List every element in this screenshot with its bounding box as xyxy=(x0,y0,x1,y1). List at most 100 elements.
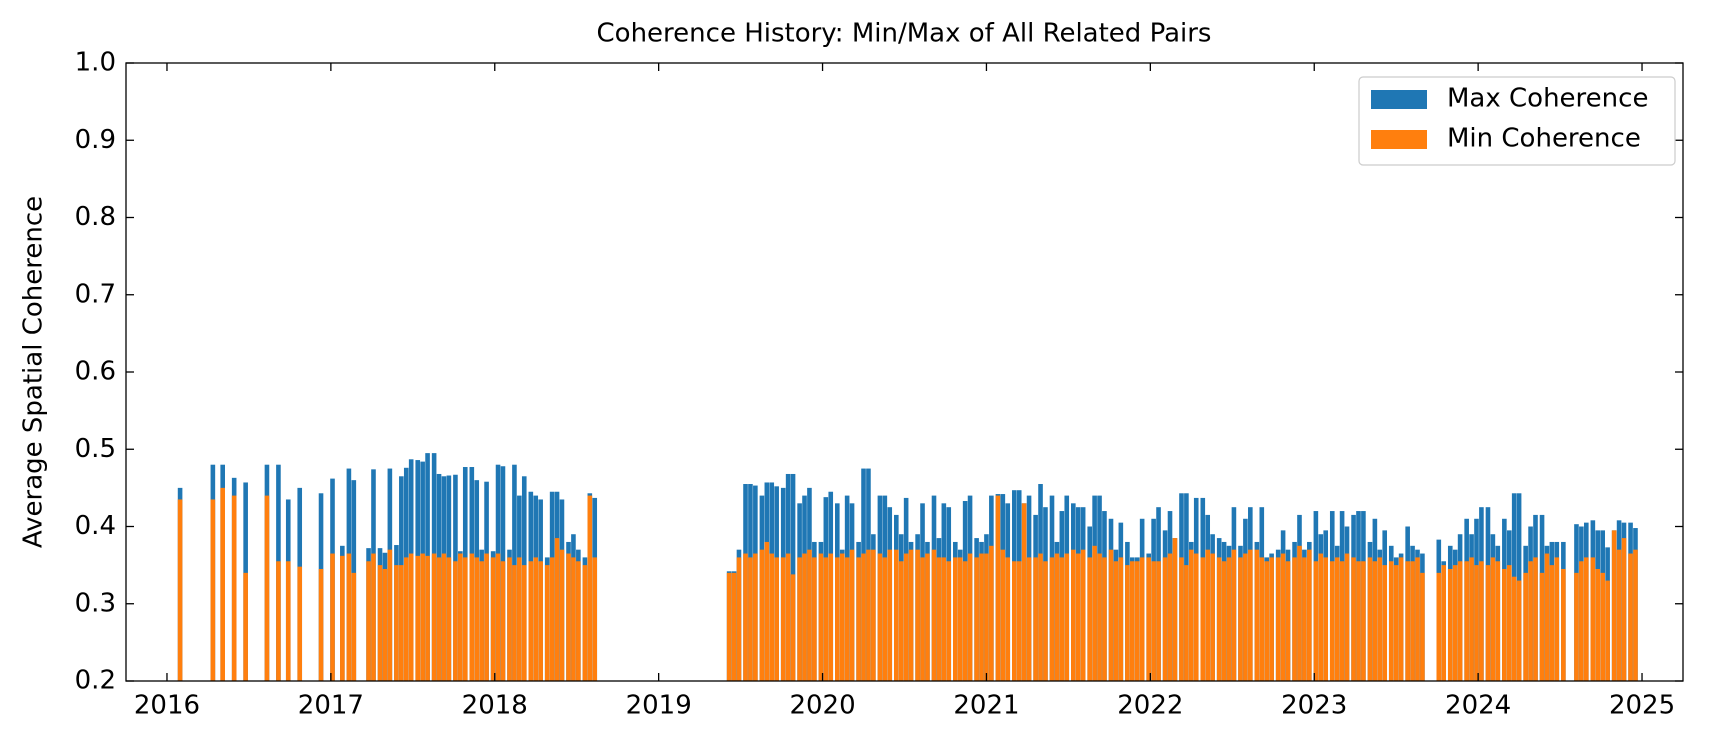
bar xyxy=(441,553,447,681)
bar xyxy=(835,557,840,681)
bar xyxy=(1464,561,1469,681)
bar xyxy=(1495,561,1501,681)
bar xyxy=(566,553,571,681)
bar xyxy=(1474,565,1479,681)
bar xyxy=(1118,557,1124,681)
bar xyxy=(931,549,937,681)
bar xyxy=(446,557,452,681)
bar xyxy=(1377,557,1383,681)
bar xyxy=(394,565,399,681)
bar xyxy=(458,553,463,681)
bar xyxy=(1344,553,1350,681)
bar xyxy=(1139,557,1145,681)
bar xyxy=(1544,553,1550,681)
bar xyxy=(1574,572,1579,681)
x-tick-label: 2023 xyxy=(1281,691,1347,721)
bar xyxy=(962,561,968,681)
x-tick-label: 2022 xyxy=(1117,691,1183,721)
bar xyxy=(812,557,817,681)
x-tick-label: 2020 xyxy=(789,691,855,721)
bar xyxy=(1269,557,1274,681)
bar xyxy=(377,565,383,681)
bar xyxy=(866,549,871,681)
legend-box xyxy=(1358,76,1676,166)
bar xyxy=(915,549,920,681)
bar xyxy=(1479,561,1484,681)
bar xyxy=(1226,557,1232,681)
bar xyxy=(818,553,824,681)
bar xyxy=(399,565,404,681)
bar xyxy=(1539,572,1545,681)
y-tick-label: 0.7 xyxy=(75,279,116,309)
bar xyxy=(1054,553,1060,681)
bar xyxy=(318,568,324,681)
bar xyxy=(1167,553,1173,681)
bar xyxy=(1628,553,1633,681)
bar xyxy=(1600,572,1605,681)
bar xyxy=(903,553,909,681)
bar xyxy=(828,553,834,681)
bar xyxy=(495,553,501,681)
bar xyxy=(974,557,979,681)
bar xyxy=(587,495,593,681)
bar xyxy=(1356,561,1361,681)
bar xyxy=(469,553,475,681)
bar xyxy=(946,561,952,681)
bar xyxy=(366,561,371,681)
bar xyxy=(1452,565,1458,681)
bar xyxy=(1162,557,1168,681)
bar xyxy=(1156,561,1161,681)
bar xyxy=(1523,572,1528,681)
x-tick-label: 2018 xyxy=(462,691,528,721)
bar xyxy=(1302,557,1307,681)
bar xyxy=(1275,557,1281,681)
y-tick-label: 0.2 xyxy=(75,666,116,696)
bar xyxy=(1146,557,1152,681)
bar xyxy=(1388,561,1394,681)
legend-label: Min Coherence xyxy=(1447,124,1641,154)
bar xyxy=(1405,561,1410,681)
bar xyxy=(802,553,807,681)
bar xyxy=(774,557,779,681)
bar xyxy=(177,499,183,681)
bar xyxy=(1436,572,1442,681)
bar xyxy=(1398,557,1404,681)
bar xyxy=(1292,557,1297,681)
bar xyxy=(1064,553,1070,681)
bar xyxy=(1210,553,1215,681)
bar xyxy=(490,557,496,681)
x-tick-label: 2016 xyxy=(134,691,200,721)
bar xyxy=(1125,565,1130,681)
bar xyxy=(748,557,753,681)
y-tick-label: 0.8 xyxy=(75,202,116,232)
bar xyxy=(330,553,335,681)
legend-swatch xyxy=(1371,90,1427,109)
bar xyxy=(415,555,421,681)
bar xyxy=(1172,538,1178,681)
bar xyxy=(1033,557,1038,681)
bar xyxy=(1307,549,1312,681)
bar xyxy=(908,549,914,681)
y-tick-label: 0.9 xyxy=(75,125,116,155)
bar xyxy=(1528,561,1533,681)
bar xyxy=(957,557,963,681)
bar xyxy=(1038,553,1043,681)
bar xyxy=(861,553,866,681)
bar xyxy=(1616,549,1622,681)
bar xyxy=(210,499,216,681)
bar xyxy=(403,557,409,681)
y-axis-label: Average Spatial Coherence xyxy=(19,196,49,548)
bar xyxy=(276,561,281,681)
bar xyxy=(351,572,357,681)
y-tick-label: 0.3 xyxy=(75,588,116,618)
bar xyxy=(995,495,1001,681)
bar xyxy=(882,557,888,681)
bar xyxy=(1026,557,1032,681)
bar xyxy=(1248,549,1253,681)
bar xyxy=(1605,580,1610,681)
bar xyxy=(387,549,393,681)
bar xyxy=(1329,561,1335,681)
bar xyxy=(462,557,468,681)
bar xyxy=(1130,561,1135,681)
bar xyxy=(1339,561,1345,681)
